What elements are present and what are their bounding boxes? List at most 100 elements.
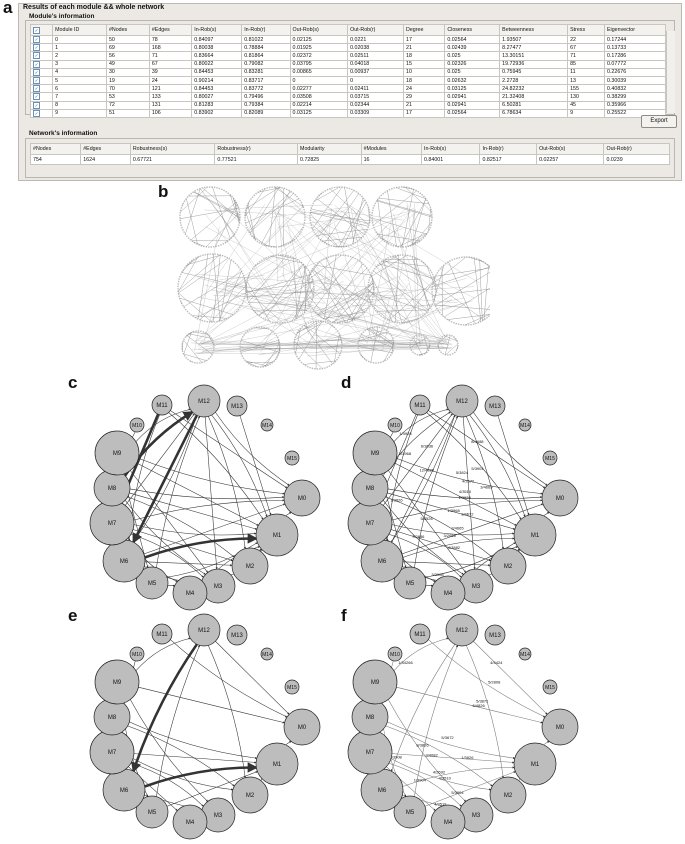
column-header[interactable]: Closeness xyxy=(445,25,500,36)
module-node[interactable]: M14 xyxy=(519,419,531,431)
column-header[interactable]: Out-Rob(r) xyxy=(348,25,404,36)
module-node[interactable]: M8 xyxy=(94,699,130,735)
module-node[interactable]: M2 xyxy=(490,548,526,584)
row-checkbox[interactable]: ✓ xyxy=(31,93,53,101)
column-header[interactable]: #Edges xyxy=(149,25,191,36)
module-node[interactable]: M0 xyxy=(284,709,320,745)
column-header[interactable]: Betweenness xyxy=(500,25,568,36)
column-header[interactable]: Stress xyxy=(568,25,605,36)
row-checkbox[interactable]: ✓ xyxy=(31,60,53,68)
table-cell: 0 xyxy=(53,36,107,44)
module-node[interactable]: M4 xyxy=(431,576,465,610)
window-title: Results of each module && whole network xyxy=(23,4,164,11)
column-header[interactable]: Module ID xyxy=(53,25,107,36)
module-node[interactable]: M1 xyxy=(514,514,556,556)
column-header[interactable]: In-Rob(r) xyxy=(242,25,290,36)
module-node[interactable]: M14 xyxy=(261,419,273,431)
row-checkbox[interactable]: ✓ xyxy=(31,44,53,52)
module-node[interactable]: M15 xyxy=(543,680,557,694)
row-checkbox[interactable]: ✓ xyxy=(31,85,53,93)
module-node[interactable]: M4 xyxy=(173,576,207,610)
module-node-label: M9 xyxy=(113,680,122,686)
module-node[interactable]: M10 xyxy=(130,647,144,661)
module-node[interactable]: M6 xyxy=(103,540,145,582)
select-all-checkbox[interactable]: ✓ xyxy=(31,25,53,36)
table-cell: 10 xyxy=(404,68,445,76)
module-node[interactable]: M0 xyxy=(284,480,320,516)
module-node-label: M4 xyxy=(444,820,453,826)
module-node[interactable]: M7 xyxy=(90,501,134,545)
export-button[interactable]: Export xyxy=(641,115,677,128)
module-node[interactable]: M12 xyxy=(188,385,220,417)
module-node[interactable]: M14 xyxy=(261,648,273,660)
module-node[interactable]: M15 xyxy=(285,680,299,694)
module-node[interactable]: M10 xyxy=(388,418,402,432)
module-node[interactable]: M0 xyxy=(542,709,578,745)
module-node[interactable]: M2 xyxy=(232,777,268,813)
module-node[interactable]: M9 xyxy=(95,660,139,704)
row-checkbox[interactable]: ✓ xyxy=(31,76,53,84)
module-node[interactable]: M1 xyxy=(514,743,556,785)
row-checkbox[interactable]: ✓ xyxy=(31,36,53,44)
module-node[interactable]: M11 xyxy=(410,395,430,415)
module-node[interactable]: M8 xyxy=(352,699,388,735)
column-header[interactable]: #Nodes xyxy=(106,25,149,36)
module-node[interactable]: M7 xyxy=(90,730,134,774)
module-node[interactable]: M6 xyxy=(361,540,403,582)
module-node[interactable]: M12 xyxy=(446,614,478,646)
row-checkbox[interactable]: ✓ xyxy=(31,101,53,109)
module-node[interactable]: M4 xyxy=(173,805,207,839)
module-node[interactable]: M9 xyxy=(353,660,397,704)
module-node[interactable]: M14 xyxy=(519,648,531,660)
column-header[interactable]: Degree xyxy=(404,25,445,36)
row-checkbox[interactable]: ✓ xyxy=(31,68,53,76)
module-node[interactable]: M15 xyxy=(285,451,299,465)
module-node[interactable]: M8 xyxy=(94,470,130,506)
module-node[interactable]: M4 xyxy=(431,805,465,839)
module-node[interactable]: M15 xyxy=(543,451,557,465)
module-node[interactable]: M10 xyxy=(130,418,144,432)
table-cell: 0.03309 xyxy=(348,109,404,117)
module-node[interactable]: M0 xyxy=(542,480,578,516)
table-cell: 1 xyxy=(53,44,107,52)
module-node[interactable]: M13 xyxy=(227,625,247,645)
module-node[interactable]: M13 xyxy=(227,396,247,416)
module-node[interactable]: M11 xyxy=(152,395,172,415)
module-table-scrollbar[interactable] xyxy=(666,31,675,113)
module-node[interactable]: M1 xyxy=(256,743,298,785)
row-checkbox[interactable]: ✓ xyxy=(31,52,53,60)
row-checkbox[interactable]: ✓ xyxy=(31,109,53,117)
module-node[interactable]: M11 xyxy=(410,624,430,644)
module-node-label: M13 xyxy=(489,404,501,410)
module-node[interactable]: M7 xyxy=(348,501,392,545)
module-node[interactable]: M9 xyxy=(95,431,139,475)
module-node[interactable]: M11 xyxy=(152,624,172,644)
table-cell: 0.02125 xyxy=(290,36,348,44)
module-node[interactable]: M13 xyxy=(485,625,505,645)
module-node[interactable]: M8 xyxy=(352,470,388,506)
module-node[interactable]: M2 xyxy=(232,548,268,584)
module-node[interactable]: M2 xyxy=(490,777,526,813)
column-header[interactable]: In-Rob(s) xyxy=(192,25,242,36)
column-header[interactable]: Eigenvector xyxy=(605,25,666,36)
module-node[interactable]: M9 xyxy=(353,431,397,475)
column-header[interactable]: Out-Rob(s) xyxy=(290,25,348,36)
module-node[interactable]: M10 xyxy=(388,647,402,661)
module-node[interactable]: M12 xyxy=(188,614,220,646)
module-node[interactable]: M6 xyxy=(361,769,403,811)
module-node[interactable]: M1 xyxy=(256,514,298,556)
module-node[interactable]: M6 xyxy=(103,769,145,811)
module-node[interactable]: M13 xyxy=(485,396,505,416)
module-node[interactable]: M12 xyxy=(446,385,478,417)
module-node[interactable]: M7 xyxy=(348,730,392,774)
